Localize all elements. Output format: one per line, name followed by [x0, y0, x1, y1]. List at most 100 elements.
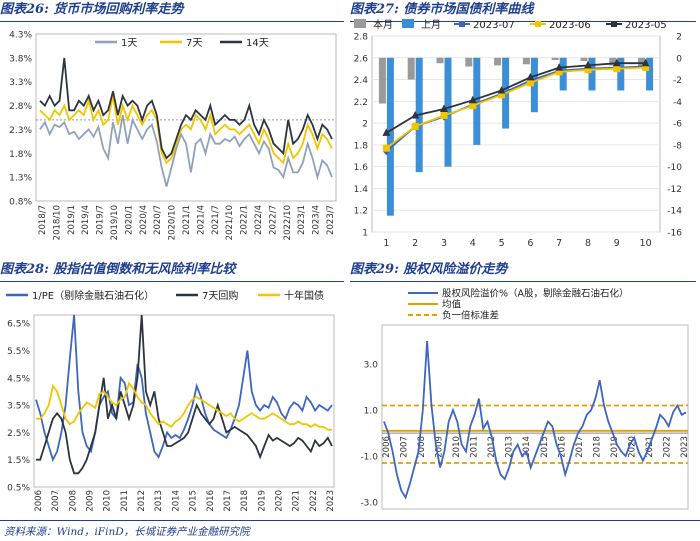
- fig27-marker-triangle: [440, 104, 448, 112]
- fig26-x-tick-label: 2022/10: [283, 205, 293, 240]
- fig27-right-y-tick-label: -4: [673, 98, 682, 108]
- fig29-y-tick-label: 1.0: [364, 407, 379, 417]
- panel-fig28: 图表28: 股指估值倒数和无风险利率比较 6.5% 5.5% 4.5% 3.5% 2.5…: [0, 260, 344, 518]
- fig28-series-line-1: [36, 314, 333, 475]
- fig28-legend-label: 7天回购: [202, 289, 238, 302]
- fig27-right-y-tick-label: -10: [667, 163, 682, 173]
- fig27-x-tick-label: 3: [441, 238, 447, 249]
- fig27-x-tick-label: 1: [383, 238, 389, 249]
- fig26-x-tick-label: 2021/7: [211, 205, 221, 235]
- fig27-line-1: [385, 66, 646, 149]
- fig27-marker-triangle: [411, 110, 420, 119]
- fig27-bar-last-month: [530, 57, 538, 113]
- fig27-left-y-tick-label: 1: [362, 229, 368, 239]
- fig26-x-tick-label: 2023/7: [326, 205, 336, 235]
- fig27-x-tick-label: 8: [585, 238, 591, 249]
- fig29-x-tick-label: 2019: [610, 436, 620, 458]
- fig29-legend-label: 均值: [442, 299, 462, 311]
- fig27-marker-square: [411, 122, 419, 130]
- fig27-right-y-tick-label: -6: [673, 120, 682, 130]
- fig27-left-y-tick-label: 1.8: [354, 141, 369, 151]
- fig26-legend-label: 14天: [246, 38, 269, 49]
- fig26-x-tick-label: 2019/4: [81, 205, 91, 235]
- fig28-x-tick-label: 2011: [120, 490, 130, 512]
- fig27-x-tick-label: 2: [412, 238, 418, 249]
- fig29-x-tick-label: 2011: [470, 436, 480, 458]
- fig28-y-tick-label: 3.5%: [7, 402, 30, 412]
- fig28-x-tick-label: 2019: [257, 490, 267, 512]
- fig26-y-tick-label: 2.8%: [9, 102, 32, 112]
- fig27-marker-triangle: [584, 60, 592, 69]
- fig29-legend-label: 股权风险溢价%（A股，剔除金融石油石化）: [442, 288, 629, 300]
- fig26-x-tick-label: 2019/10: [110, 205, 120, 240]
- fig29-x-tick-label: 2012: [487, 436, 497, 458]
- fig26-x-tick-label: 2022/7: [268, 205, 278, 235]
- fig27-bar-this-month: [638, 57, 646, 67]
- fig29-x-tick-label: 2021: [645, 436, 655, 458]
- fig27-x-tick-label: 7: [556, 238, 562, 249]
- fig28-x-tick-label: 2017: [223, 490, 233, 512]
- panel-fig27: 图表27: 债券市场国债利率曲线 2.8 2.6 2.4 2.2 2 1.8 1.6 1.4 1…: [350, 0, 696, 260]
- fig28-y-tick-label: 0.5%: [7, 484, 30, 494]
- fig26-x-tick-label: 2023/1: [297, 205, 307, 235]
- fig26-y-tick-label: 3.3%: [9, 78, 32, 88]
- fig26-y-tick-label: 2.3%: [9, 126, 32, 136]
- fig27-legend-marker: [535, 21, 541, 27]
- fig29-y-tick-label: 3.0: [364, 361, 379, 371]
- fig28-x-tick-label: 2016: [206, 490, 216, 512]
- fig27-bar-this-month: [407, 57, 415, 80]
- fig28-y-tick-label: 5.5%: [7, 347, 30, 357]
- fig27-marker-triangle: [497, 85, 506, 94]
- fig27-legend-label: 2023-06: [549, 20, 591, 31]
- fig28-plot-frame: [33, 314, 335, 488]
- fig29-x-tick-label: 2018: [592, 436, 602, 458]
- fig27-marker-square: [642, 64, 650, 72]
- fig26-x-tick-label: 2020/7: [153, 205, 163, 235]
- fig27-left-y-tick-label: 2.2: [354, 98, 368, 108]
- fig29-x-tick-label: 2022: [662, 436, 672, 458]
- fig28-x-tick-label: 2013: [154, 490, 164, 512]
- fig27-title-text: 债券市场国债利率曲线: [403, 2, 534, 17]
- fig27-left-y-tick-label: 1.2: [354, 207, 368, 217]
- panel-fig29: 图表29: 股权风险溢价走势 3.0 1.0 -1.0 -3.0 2006 2007 200…: [350, 260, 696, 518]
- fig27-marker-triangle: [612, 58, 621, 67]
- fig27-bar-this-month: [551, 57, 559, 60]
- source-note: 资料来源：Wind，iFinD，长城证券产业金融研究院: [4, 526, 250, 538]
- fig27-left-y-tick-label: 2: [362, 120, 368, 130]
- fig27-right-y-tick-label: -2: [673, 76, 682, 86]
- fig27-marker-square: [613, 65, 621, 73]
- fig27-chart: 2.8 2.6 2.4 2.2 2 1.8 1.6 1.4 1.2 1 2 0 -2 -4 -6 -8 -10 -…: [354, 18, 683, 249]
- fig29-x-tick-label: 2009: [435, 436, 445, 458]
- fig26-series-line-1: [39, 95, 333, 165]
- fig27-marker-triangle: [641, 58, 650, 67]
- fig27-legend-swatch: [354, 19, 366, 28]
- fig27-marker-triangle: [382, 128, 391, 136]
- fig27-marker-triangle: [526, 72, 535, 81]
- fig27-bar-last-month: [386, 57, 394, 216]
- fig26-x-tick-label: 2021/10: [225, 205, 235, 240]
- fig29-y-tick-label: -1.0: [360, 453, 378, 463]
- fig27-title-label: 图表27:: [350, 2, 399, 17]
- fig27-marker-square: [498, 91, 506, 99]
- fig26-y-tick-label: 1.3%: [9, 174, 32, 184]
- fig27-left-y-tick-label: 1.6: [354, 163, 369, 173]
- fig27-legend-marker: [611, 21, 617, 27]
- fig27-bar-this-month: [378, 57, 386, 104]
- fig29-premium-line: [383, 341, 687, 500]
- fig26-x-tick-label: 2020/10: [168, 205, 178, 240]
- fig27-marker-square: [555, 68, 563, 76]
- fig27-bar-this-month: [465, 57, 473, 67]
- fig29-title-label: 图表29:: [350, 262, 399, 277]
- fig28-title-text: 股指估值倒数和无风险利率比较: [53, 262, 236, 277]
- fig29-x-tick-label: 2014: [522, 436, 532, 458]
- fig26-x-tick-label: 2019/1: [67, 205, 77, 235]
- fig28-y-tick-label: 1.5%: [7, 456, 30, 466]
- fig27-x-tick-label: 10: [640, 238, 652, 249]
- fig28-legend-label: 1/PE（剔除金融石油石化）: [32, 289, 154, 302]
- fig26-x-tick-label: 2021/1: [182, 205, 192, 235]
- fig27-right-y-tick-label: -12: [667, 185, 682, 195]
- fig27-bar-last-month: [646, 57, 654, 91]
- fig28-legend-label: 十年国债: [284, 289, 324, 302]
- fig27-bar-this-month: [436, 57, 444, 64]
- fig27-x-tick-label: 9: [614, 238, 620, 249]
